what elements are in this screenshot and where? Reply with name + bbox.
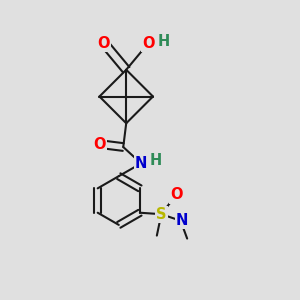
Text: O: O	[93, 136, 106, 152]
Text: O: O	[170, 188, 182, 202]
Text: H: H	[158, 34, 170, 49]
Text: S: S	[156, 207, 166, 222]
Text: H: H	[150, 153, 162, 168]
Text: O: O	[98, 35, 110, 50]
Text: N: N	[135, 156, 147, 171]
Text: O: O	[142, 35, 155, 50]
Text: N: N	[176, 213, 188, 228]
